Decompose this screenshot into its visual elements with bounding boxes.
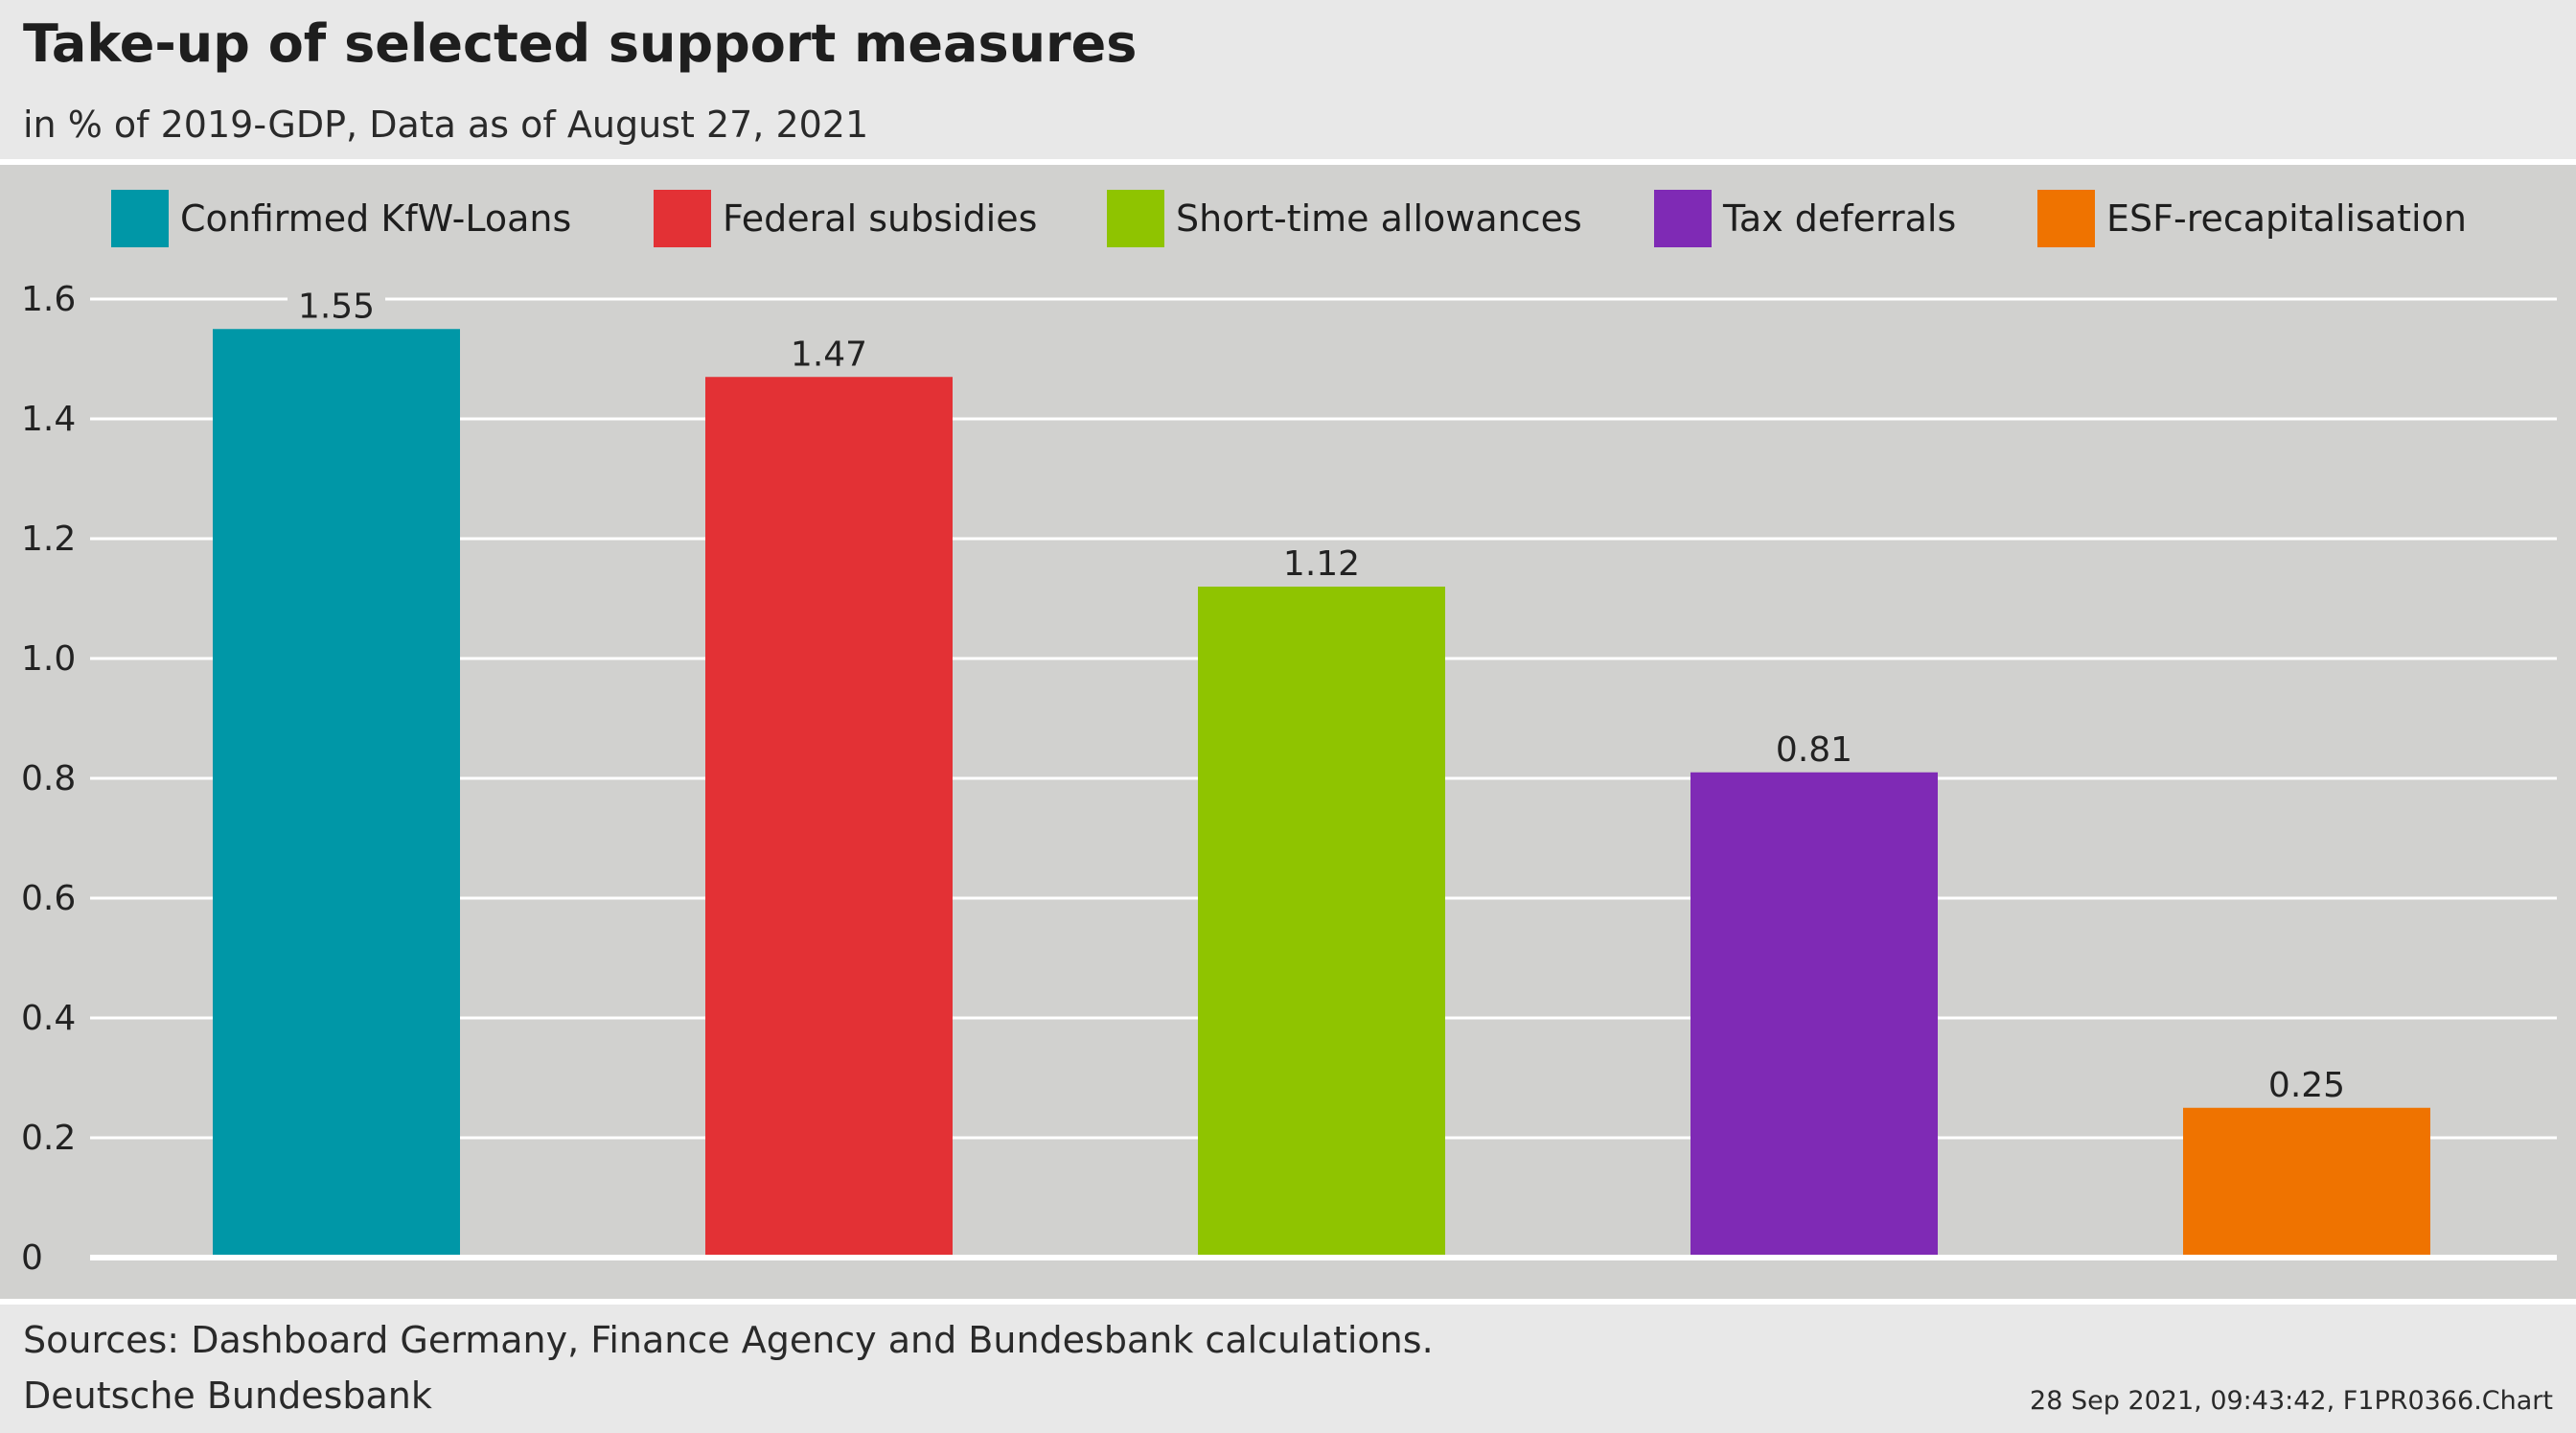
value-labels: 1.55 1.47 1.12 0.81 0.25 (288, 285, 2356, 1106)
value-label-background (288, 285, 385, 328)
y-tick-label: 1.2 (21, 520, 76, 559)
bar (705, 377, 953, 1255)
legend-item-kfw-loans: Confirmed KfW-Loans (111, 188, 571, 249)
bar (2183, 1107, 2430, 1255)
footer-organisation: Deutsche Bundesbank (23, 1375, 432, 1417)
legend-item-esf-recapitalisation: ESF-recapitalisation (2037, 188, 2467, 249)
chart-title: Take-up of selected support measures (23, 13, 1138, 74)
y-tick-label: 0.2 (21, 1119, 76, 1158)
legend-swatch (1107, 190, 1164, 247)
y-axis-ticks: 0 0.2 0.4 0.6 0.8 1.0 1.2 1.4 1.6 (21, 280, 76, 1278)
y-tick-label: 0.8 (21, 759, 76, 798)
legend-swatch (2037, 190, 2095, 247)
legend-label: Short-time allowances (1176, 197, 1582, 240)
legend-item-federal-subsidies: Federal subsidies (654, 188, 1037, 249)
bottom-divider (0, 1299, 2576, 1305)
top-divider (0, 159, 2576, 165)
y-tick-label: 0.6 (21, 879, 76, 918)
value-label-background (1273, 543, 1370, 585)
bar (1198, 587, 1445, 1255)
bar-chart: 0 0.2 0.4 0.6 0.8 1.0 1.2 1.4 1.6 1.55 1.47 1.12 0.… (21, 280, 2557, 1278)
legend-swatch (1654, 190, 1712, 247)
value-label-background (1765, 728, 1863, 771)
y-tick-label: 1.0 (21, 639, 76, 679)
legend-label: Confirmed KfW-Loans (180, 197, 572, 240)
legend-label: ESF-recapitalisation (2106, 197, 2467, 240)
bar (1690, 772, 1938, 1255)
y-tick-label: 0 (21, 1238, 43, 1278)
value-label-background (780, 333, 878, 376)
footer-sources: Sources: Dashboard Germany, Finance Agen… (23, 1319, 1434, 1361)
legend-item-tax-deferrals: Tax deferrals (1654, 188, 1956, 249)
y-tick-label: 1.6 (21, 280, 76, 319)
chart-legend: Confirmed KfW-Loans Federal subsidies Sh… (0, 188, 2576, 249)
bar-value-label: 0.25 (2268, 1066, 2345, 1105)
bar-value-label: 1.12 (1283, 544, 1360, 584)
legend-swatch (111, 190, 169, 247)
legend-label: Tax deferrals (1723, 197, 1957, 240)
y-tick-label: 1.4 (21, 400, 76, 439)
chart-subtitle: in % of 2019-GDP, Data as of August 27, … (23, 104, 869, 146)
bar-value-label: 1.55 (298, 287, 375, 326)
chart-header: Take-up of selected support measures in … (0, 0, 2576, 161)
legend-item-short-time-allowances: Short-time allowances (1107, 188, 1582, 249)
bars (213, 329, 2430, 1255)
bar-value-label: 1.47 (791, 335, 867, 374)
value-label-background (2258, 1063, 2356, 1106)
footer-timestamp: 28 Sep 2021, 09:43:42, F1PR0366.Chart (2030, 1386, 2553, 1416)
legend-label: Federal subsidies (723, 197, 1038, 240)
legend-swatch (654, 190, 711, 247)
bar (213, 329, 460, 1255)
bar-value-label: 0.81 (1776, 730, 1852, 770)
y-tick-label: 0.4 (21, 999, 76, 1038)
